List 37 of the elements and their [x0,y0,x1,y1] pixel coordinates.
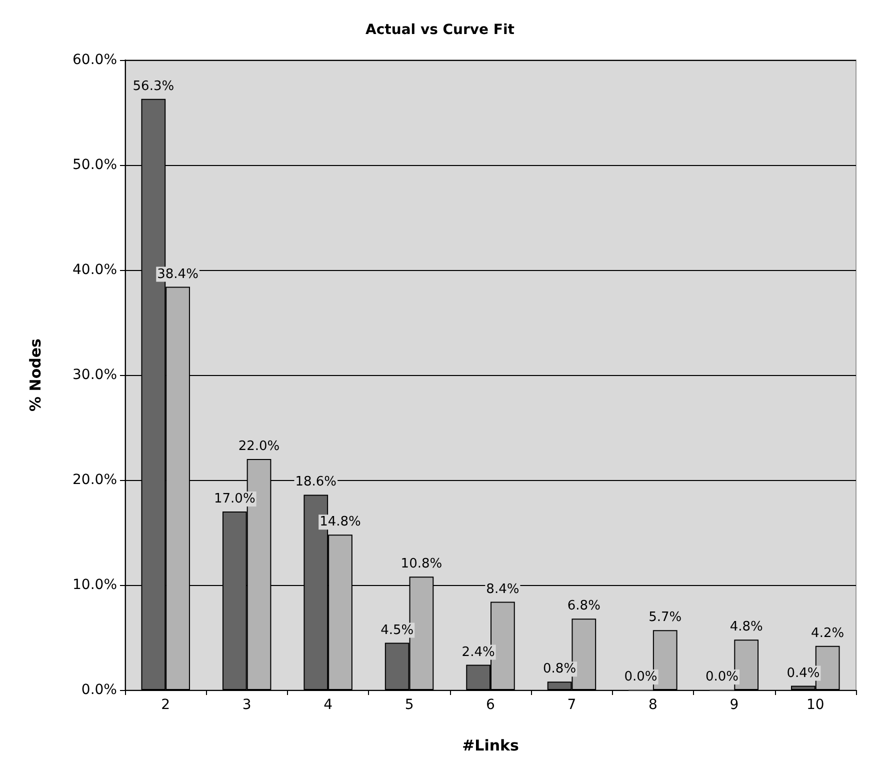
data-label: 8.4% [486,582,520,597]
x-tick-label: 9 [730,697,739,713]
y-tick-label: 40.0% [72,262,117,278]
data-label: 4.5% [380,622,414,638]
data-label: 0.8% [543,662,576,677]
x-tick-label: 3 [242,697,252,713]
data-label: 18.6% [295,474,337,490]
x-tick-label: 7 [567,697,576,713]
y-tick-label: 60.0% [72,52,117,68]
data-label: 10.8% [400,556,442,572]
x-tick-label: 2 [161,697,170,713]
data-label: 56.3% [132,78,174,94]
data-label: 6.8% [567,598,600,614]
x-tick-label: 5 [404,697,414,713]
y-tick-label: 0.0% [81,682,117,698]
y-tick-label: 20.0% [72,472,117,488]
y-axis-title: % Nodes [26,338,44,412]
x-tick-label: 4 [324,697,333,713]
data-label: 0.0% [624,670,658,684]
data-label: 4.2% [811,626,844,641]
x-tick-label: 6 [486,697,496,713]
data-label: 5.7% [648,610,682,626]
data-label: 0.0% [705,670,738,684]
data-label: 38.4% [157,266,198,282]
y-tick-label: 50.0% [72,157,117,173]
x-axis-title: #Links [462,736,519,754]
y-tick-label: 30.0% [72,367,117,383]
data-label: 4.8% [730,620,763,635]
data-label: 22.0% [238,439,280,454]
x-tick-label: 8 [648,697,658,713]
chart-title: Actual vs Curve Fit [366,22,515,38]
data-label: 17.0% [214,492,256,506]
data-label: 0.4% [786,666,820,681]
data-label: 2.4% [462,644,495,660]
x-tick-label: 10 [806,697,824,713]
y-tick-label: 10.0% [72,577,117,593]
data-label: 14.8% [320,514,361,530]
